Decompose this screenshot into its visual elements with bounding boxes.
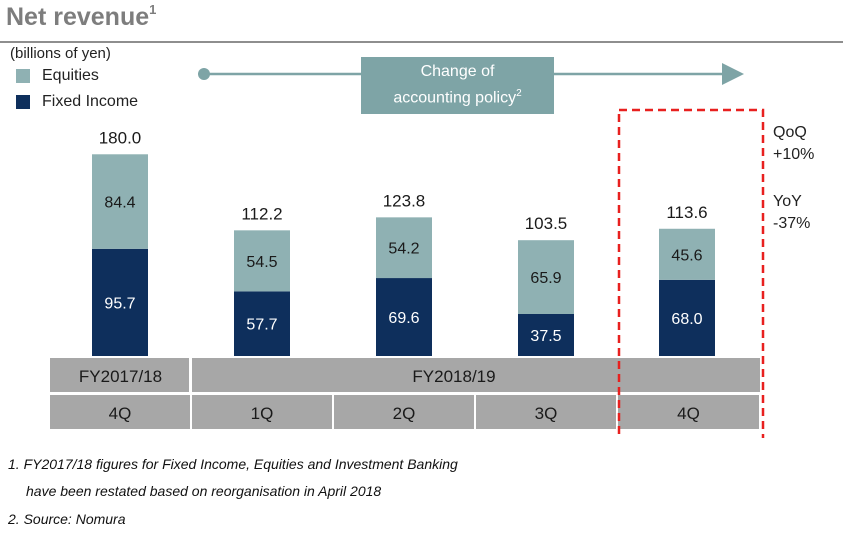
qoq-label: QoQ — [773, 124, 807, 141]
value-label-equities: 54.5 — [246, 254, 277, 271]
footnote-2: 2. Source: Nomura — [8, 511, 126, 527]
yoy-label: YoY — [773, 193, 802, 210]
quarter-label: 4Q — [109, 404, 132, 423]
title-rule — [0, 41, 843, 43]
quarter-cell — [50, 395, 190, 429]
value-label-equities: 54.2 — [388, 241, 419, 258]
footnote-1-continued: have been restated based on reorganisati… — [26, 483, 382, 499]
legend-label-fixed-income: Fixed Income — [42, 93, 139, 110]
accounting-policy-note: Change of accounting policy2 — [361, 57, 554, 114]
quarter-cell — [192, 395, 332, 429]
legend-item-fixed-income: Fixed Income — [16, 93, 138, 111]
quarter-label: 2Q — [393, 404, 416, 423]
axis-band-group: FY2017/18 FY2018/19 4Q 1Q 2Q 3Q 4Q — [50, 356, 760, 432]
bar-fixed-income — [518, 314, 574, 356]
quarter-cell — [618, 395, 759, 429]
quarter-label: 4Q — [677, 404, 700, 423]
bar-equities — [234, 230, 290, 292]
bar-equities — [92, 154, 148, 249]
quarter-cell — [334, 395, 474, 429]
policy-line-2: accounting policy2 — [393, 88, 522, 107]
bar-fixed-income — [234, 291, 290, 356]
value-label-fixed-income: 68.0 — [671, 311, 702, 328]
arrow-head — [722, 63, 744, 85]
value-label-fixed-income: 69.6 — [388, 310, 419, 327]
value-label-equities: 45.6 — [671, 247, 702, 264]
unit-label: (billions of yen) — [10, 45, 111, 62]
group-label: FY2017/18 — [79, 367, 162, 386]
footnote-1: 1. FY2017/18 figures for Fixed Income, E… — [8, 456, 458, 472]
value-label-total: 112.2 — [241, 204, 282, 223]
bar-fixed-income — [92, 248, 148, 356]
value-label-total: 123.8 — [383, 191, 426, 210]
quarter-label: 1Q — [251, 404, 274, 423]
yoy-value: -37% — [773, 215, 811, 232]
qoq-value: +10% — [773, 146, 815, 163]
quarter-label: 3Q — [535, 404, 558, 423]
policy-line-1: Change of — [420, 63, 495, 81]
value-label-fixed-income: 95.7 — [104, 295, 135, 312]
qoq-note: QoQ +10% — [773, 122, 814, 166]
footnote-divider-mask — [0, 438, 849, 449]
value-label-fixed-income: 57.7 — [246, 317, 277, 334]
value-label-total: 113.6 — [666, 203, 707, 222]
chart-title: Net revenue1 — [6, 1, 157, 32]
group-cell — [50, 358, 189, 392]
value-label-fixed-income: 37.5 — [530, 328, 561, 345]
title-footnote-marker: 1 — [149, 1, 157, 17]
value-label-equities: 84.4 — [104, 195, 135, 212]
bar-fixed-income — [659, 279, 715, 356]
value-label-total: 103.5 — [525, 214, 568, 233]
bar-equities — [518, 240, 574, 314]
yoy-note: YoY -37% — [773, 191, 810, 235]
legend-swatch-equities — [16, 69, 30, 83]
labels-group: 95.7 84.4 180.0 57.7 54.5 112.2 69.6 54.2 123.8 3… — [99, 128, 708, 345]
bar-fixed-income — [376, 278, 432, 356]
chart-title-text: Net revenue — [6, 3, 150, 31]
group-cell — [192, 358, 760, 392]
value-label-equities: 65.9 — [530, 270, 561, 287]
value-label-total: 180.0 — [99, 128, 142, 147]
legend-swatch-fixed-income — [16, 95, 30, 109]
group-label: FY2018/19 — [412, 367, 495, 386]
bar-equities — [659, 228, 715, 280]
legend-label-equities: Equities — [42, 67, 99, 84]
bars-group — [92, 154, 715, 356]
arrow-start-dot — [198, 68, 210, 80]
quarter-cell — [476, 395, 616, 429]
legend-item-equities: Equities — [16, 67, 99, 85]
bar-equities — [376, 217, 432, 279]
